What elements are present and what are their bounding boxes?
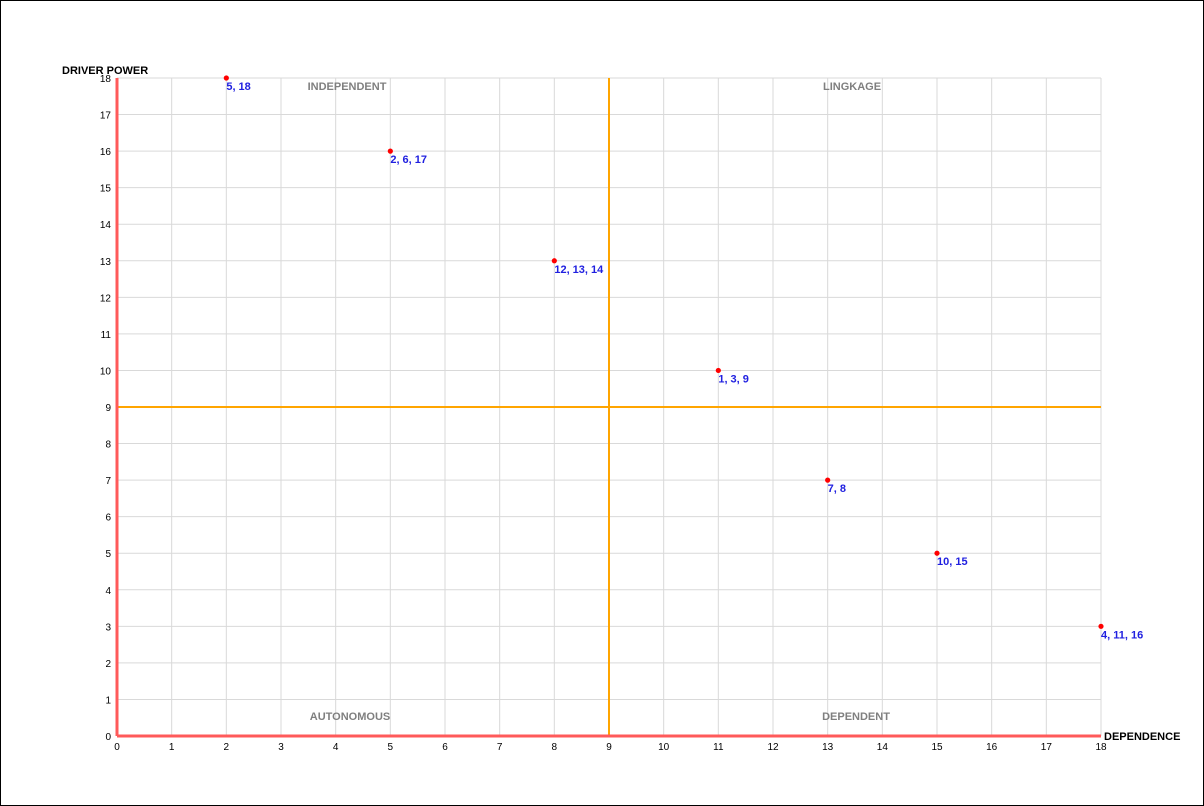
quadrant-label-linkage: LINGKAGE bbox=[823, 81, 881, 93]
y-tick-label: 2 bbox=[105, 659, 111, 670]
x-tick-label: 8 bbox=[552, 742, 558, 753]
y-tick-label: 5 bbox=[105, 549, 111, 560]
x-tick-label: 16 bbox=[986, 742, 998, 753]
data-point bbox=[387, 148, 393, 154]
y-tick-label: 1 bbox=[105, 695, 111, 706]
x-tick-label: 13 bbox=[822, 742, 834, 753]
y-tick-label: 8 bbox=[105, 440, 111, 451]
quadrant-labels: INDEPENDENT LINGKAGE AUTONOMOUS DEPENDEN… bbox=[308, 81, 891, 723]
x-tick-label: 12 bbox=[767, 742, 779, 753]
data-point-label: 4, 11, 16 bbox=[1101, 629, 1143, 641]
x-tick-label: 9 bbox=[606, 742, 612, 753]
y-axis-title: DRIVER POWER bbox=[62, 65, 148, 77]
data-point-label: 7, 8 bbox=[828, 483, 846, 495]
data-point-label: 5, 18 bbox=[226, 81, 250, 93]
x-tick-label: 7 bbox=[497, 742, 503, 753]
data-point-label: 2, 6, 17 bbox=[390, 154, 427, 166]
y-tick-label: 3 bbox=[105, 622, 111, 633]
x-tick-label: 15 bbox=[931, 742, 943, 753]
data-points: 5, 18 2, 6, 17 12, 13, 14 1, 3, 9 7, 8 10, 15… bbox=[223, 75, 1143, 641]
quadrant-label-autonomous: AUTONOMOUS bbox=[310, 711, 390, 723]
quadrant-label-independent: INDEPENDENT bbox=[308, 81, 387, 93]
x-tick-labels: 0 1 2 3 4 5 6 7 8 9 10 11 12 13 14 15 16 17 18 bbox=[114, 742, 1107, 753]
x-tick-label: 1 bbox=[169, 742, 175, 753]
x-tick-label: 6 bbox=[442, 742, 448, 753]
y-tick-label: 4 bbox=[105, 586, 111, 597]
y-tick-label: 12 bbox=[100, 293, 112, 304]
y-tick-label: 11 bbox=[101, 330, 112, 341]
y-tick-label: 6 bbox=[105, 513, 111, 524]
y-tick-label: 13 bbox=[100, 257, 112, 268]
data-point-label: 10, 15 bbox=[937, 556, 968, 568]
y-tick-label: 0 bbox=[105, 732, 111, 743]
y-tick-label: 9 bbox=[105, 403, 111, 414]
data-point-label: 1, 3, 9 bbox=[718, 373, 749, 385]
axes bbox=[115, 78, 1101, 738]
x-tick-label: 14 bbox=[877, 742, 889, 753]
data-point bbox=[715, 367, 721, 374]
y-tick-label: 16 bbox=[100, 147, 112, 158]
data-point bbox=[934, 550, 940, 556]
x-tick-label: 10 bbox=[658, 742, 670, 753]
x-tick-label: 17 bbox=[1041, 742, 1053, 753]
x-tick-label: 11 bbox=[713, 742, 724, 753]
data-point-label: 12, 13, 14 bbox=[554, 264, 604, 276]
x-tick-label: 0 bbox=[114, 742, 120, 753]
y-tick-label: 14 bbox=[100, 220, 112, 231]
quadrant-label-dependent: DEPENDENT bbox=[822, 711, 890, 723]
data-point bbox=[223, 75, 229, 81]
x-tick-label: 5 bbox=[388, 742, 394, 753]
y-tick-label: 18 bbox=[100, 74, 112, 85]
y-tick-label: 15 bbox=[100, 184, 112, 195]
y-tick-label: 7 bbox=[105, 476, 111, 487]
quadrant-dividers bbox=[117, 78, 1101, 736]
y-tick-label: 10 bbox=[100, 366, 112, 377]
x-tick-label: 4 bbox=[333, 742, 339, 753]
x-tick-label: 2 bbox=[224, 742, 230, 753]
data-point bbox=[825, 477, 831, 483]
data-point bbox=[1098, 623, 1104, 629]
x-tick-label: 18 bbox=[1095, 742, 1107, 753]
x-tick-label: 3 bbox=[278, 742, 284, 753]
y-tick-label: 17 bbox=[100, 111, 112, 122]
x-axis-title: DEPENDENCE bbox=[1104, 731, 1180, 743]
data-point bbox=[551, 258, 557, 264]
